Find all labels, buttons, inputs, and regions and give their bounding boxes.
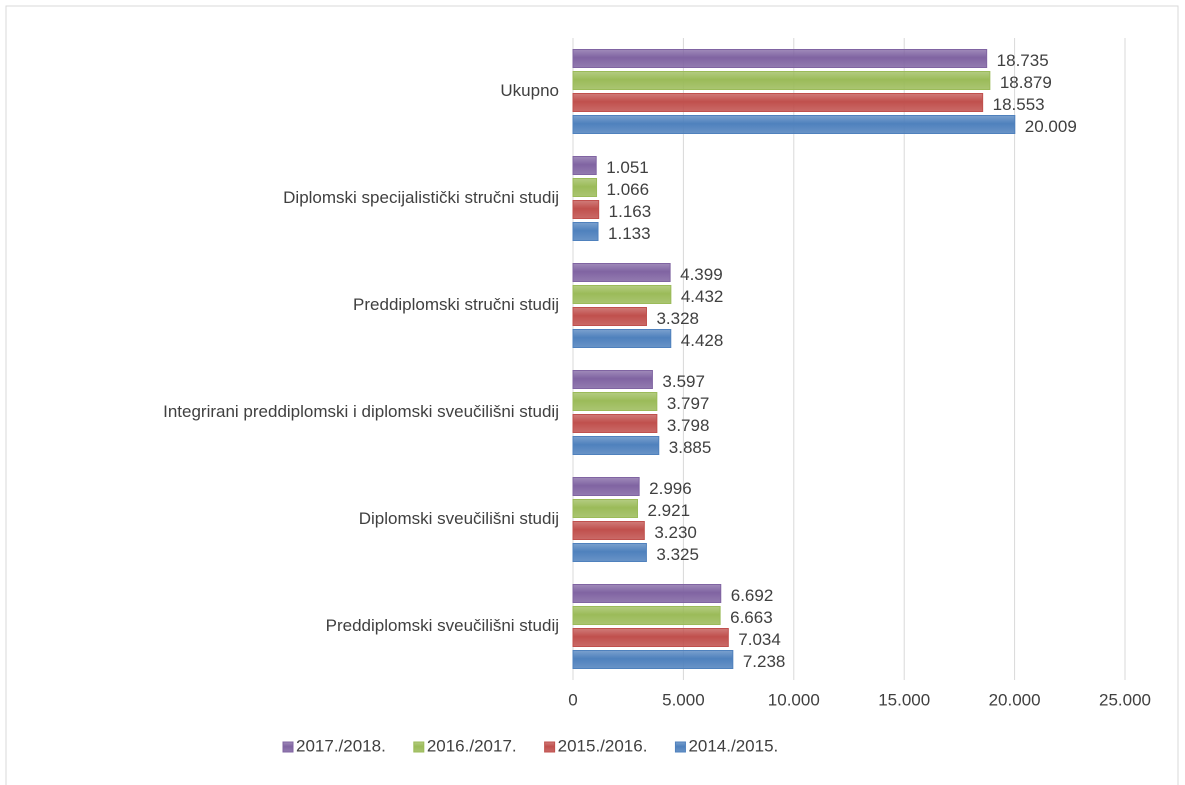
bar bbox=[572, 414, 658, 433]
value-label: 2.921 bbox=[647, 501, 690, 520]
x-tick-label: 25.000 bbox=[1099, 690, 1151, 709]
value-label: 1.163 bbox=[609, 202, 652, 221]
y-tick-label: Preddiplomski stručni studij bbox=[353, 295, 559, 314]
legend-label: 2017./2018. bbox=[296, 736, 386, 755]
value-label: 4.428 bbox=[681, 331, 724, 350]
x-tick-label: 0 bbox=[568, 690, 577, 709]
value-label: 18.553 bbox=[993, 95, 1045, 114]
legend-label: 2015./2016. bbox=[558, 736, 648, 755]
bar bbox=[572, 499, 638, 518]
legend-marker bbox=[282, 741, 294, 753]
value-label: 7.034 bbox=[738, 630, 781, 649]
y-tick-label: Diplomski sveučilišni studij bbox=[359, 509, 559, 528]
bar bbox=[572, 477, 640, 496]
value-label: 3.798 bbox=[667, 416, 710, 435]
bar bbox=[572, 222, 599, 241]
x-tick-label: 10.000 bbox=[768, 690, 820, 709]
bar bbox=[572, 178, 598, 197]
value-label: 4.399 bbox=[680, 265, 723, 284]
value-label: 7.238 bbox=[743, 652, 786, 671]
legend-marker bbox=[674, 741, 686, 753]
legend-marker bbox=[413, 741, 425, 753]
value-label: 3.885 bbox=[669, 438, 712, 457]
value-label: 3.325 bbox=[656, 545, 699, 564]
value-label: 2.996 bbox=[649, 479, 692, 498]
value-label: 3.328 bbox=[656, 309, 699, 328]
bar bbox=[572, 49, 988, 68]
bar bbox=[572, 115, 1016, 134]
legend-marker bbox=[544, 741, 556, 753]
value-label: 6.692 bbox=[731, 586, 774, 605]
x-tick-label: 15.000 bbox=[878, 690, 930, 709]
bar bbox=[572, 606, 721, 625]
bar bbox=[572, 584, 722, 603]
value-label: 20.009 bbox=[1025, 117, 1077, 136]
bar bbox=[572, 156, 597, 175]
chart-border bbox=[5, 5, 1179, 785]
bar bbox=[572, 436, 660, 455]
x-tick-label: 20.000 bbox=[989, 690, 1041, 709]
bar bbox=[572, 543, 647, 562]
value-label: 3.797 bbox=[667, 394, 710, 413]
bar bbox=[572, 370, 653, 389]
legend-label: 2014./2015. bbox=[688, 736, 778, 755]
y-tick-label: Preddiplomski sveučilišni studij bbox=[326, 616, 559, 635]
y-tick-label: Ukupno bbox=[500, 81, 559, 100]
bar bbox=[572, 521, 645, 540]
value-label: 3.597 bbox=[662, 372, 705, 391]
x-tick-label: 5.000 bbox=[662, 690, 705, 709]
value-label: 6.663 bbox=[730, 608, 773, 627]
value-label: 1.133 bbox=[608, 224, 651, 243]
y-tick-label: Diplomski specijalistički stručni studij bbox=[283, 188, 559, 207]
value-label: 4.432 bbox=[681, 287, 724, 306]
bar bbox=[572, 307, 647, 326]
value-label: 1.066 bbox=[607, 180, 650, 199]
bar bbox=[572, 200, 600, 219]
bar bbox=[572, 329, 672, 348]
bar bbox=[572, 285, 672, 304]
bar bbox=[572, 392, 658, 411]
bar bbox=[572, 93, 984, 112]
bar bbox=[572, 263, 671, 282]
value-label: 18.735 bbox=[997, 51, 1049, 70]
bar bbox=[572, 650, 734, 669]
bar bbox=[572, 71, 991, 90]
legend-label: 2016./2017. bbox=[427, 736, 517, 755]
value-label: 1.051 bbox=[606, 158, 649, 177]
value-label: 3.230 bbox=[654, 523, 697, 542]
y-tick-label: Integrirani preddiplomski i diplomski sv… bbox=[163, 402, 559, 421]
value-label: 18.879 bbox=[1000, 73, 1052, 92]
bar bbox=[572, 628, 729, 647]
